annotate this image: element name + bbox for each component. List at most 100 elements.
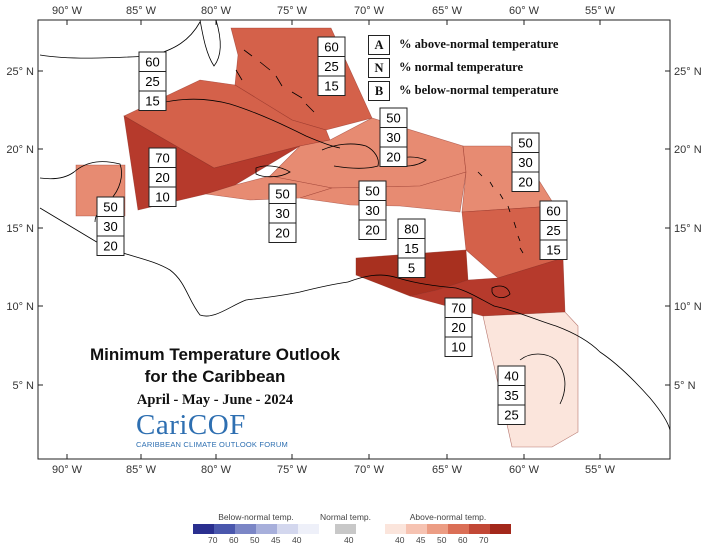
probability-box-cuba-nw: 60 25 15 <box>138 51 167 111</box>
hispaniola-coast <box>321 143 379 169</box>
probability-value: 20 <box>103 239 117 254</box>
probability-value: 50 <box>103 200 117 215</box>
colorbar-swatch <box>427 524 448 534</box>
colorbar-normal-ticks: 40 <box>320 534 371 545</box>
colorbar-above-ticks: 40 45 50 60 70 <box>385 534 511 545</box>
lat-label-left: 20° N <box>6 144 34 156</box>
lon-label-bottom: 70° W <box>354 464 385 476</box>
probability-value: 15 <box>145 94 159 109</box>
lon-label-top: 65° W <box>432 5 463 17</box>
colorbar-tick: 40 <box>344 535 354 545</box>
probability-box-caribbean-sea: 50 30 20 <box>358 180 387 240</box>
colorbar-swatch <box>256 524 277 534</box>
jamaica-coast <box>255 165 291 178</box>
lon-label-top: 80° W <box>201 5 232 17</box>
probability-cell <box>268 222 297 243</box>
colorbar-normal-swatches <box>320 524 371 534</box>
title-season: April - May - June - 2024 <box>136 392 294 408</box>
probability-value: 15 <box>546 243 560 258</box>
probability-value: 35 <box>504 388 518 403</box>
legend-text: % normal temperature <box>399 60 524 74</box>
probability-value: 25 <box>546 223 560 238</box>
lat-label-left: 15° N <box>6 223 34 235</box>
probability-value: 30 <box>365 203 379 218</box>
probability-value: 60 <box>546 204 560 219</box>
probability-cell <box>379 146 408 167</box>
probability-value: 20 <box>518 175 532 190</box>
lon-label-bottom: 65° W <box>432 464 463 476</box>
probability-value: 10 <box>155 190 169 205</box>
colorbar-tick: 45 <box>416 535 426 545</box>
bahamas-islands <box>235 49 315 113</box>
lon-label-top: 55° W <box>585 5 616 17</box>
legend-key: A % above-normal temperature N % normal … <box>368 33 558 102</box>
colorbar-below-ticks: 70 60 50 45 40 <box>193 534 319 545</box>
colorbar-swatch <box>335 524 356 534</box>
trinidad-coast <box>491 285 511 298</box>
lon-label-bottom: 55° W <box>585 464 616 476</box>
probability-value: 5 <box>408 261 415 276</box>
probability-box-belize: 50 30 20 <box>96 196 125 256</box>
lat-label-left: 25° N <box>6 66 34 78</box>
probability-box-lesser-antilles-north: 50 30 20 <box>511 132 540 192</box>
lat-label-left: 10° N <box>6 301 34 313</box>
lon-label-top: 70° W <box>354 5 385 17</box>
probability-value: 30 <box>518 155 532 170</box>
lon-label-bottom: 75° W <box>277 464 308 476</box>
probability-value: 60 <box>145 55 159 70</box>
lon-label-top: 85° W <box>126 5 157 17</box>
lon-label-top: 60° W <box>509 5 540 17</box>
colorbar-swatch <box>298 524 319 534</box>
legend-row-below: B % below-normal temperature <box>368 79 558 102</box>
lat-label-left: 5° N <box>12 380 34 392</box>
probability-value: 20 <box>451 320 465 335</box>
colorbar-above-swatches <box>385 524 511 534</box>
probability-value: 30 <box>386 130 400 145</box>
colorbar-normal: Normal temp. 40 <box>320 512 372 545</box>
lon-label-bottom: 90° W <box>52 464 83 476</box>
probability-cell <box>539 239 568 260</box>
probability-box-cayman-jamaica: 70 20 10 <box>148 147 177 207</box>
colorbar-swatch <box>490 524 511 534</box>
lat-label-right: 20° N <box>674 144 702 156</box>
colorbar-tick: 50 <box>437 535 447 545</box>
title-line-2: for the Caribbean <box>144 367 286 386</box>
graticule-ticks: 90° W 90° W 85° W 85° W 80° W 80° W 75° W 75° W… <box>6 5 701 476</box>
probability-value: 60 <box>324 40 338 55</box>
colorbar-normal-caption: Normal temp. <box>320 512 372 522</box>
probability-value: 20 <box>365 223 379 238</box>
colorbar-swatch <box>214 524 235 534</box>
caricof-logo: CariCOF CARIBBEAN CLIMATE OUTLOOK FORUM <box>136 410 306 449</box>
colorbar-tick: 40 <box>395 535 405 545</box>
probability-cell <box>497 404 526 425</box>
colorbar-swatch <box>385 524 406 534</box>
lat-label-right: 10° N <box>674 301 702 313</box>
probability-value: 50 <box>365 184 379 199</box>
probability-value: 80 <box>404 222 418 237</box>
colorbar-tick: 50 <box>250 535 260 545</box>
lat-label-right: 15° N <box>674 223 702 235</box>
colorbar-tick: 40 <box>292 535 302 545</box>
probability-value: 20 <box>155 170 169 185</box>
probability-cell <box>444 336 473 357</box>
probability-box-hispaniola: 50 30 20 <box>379 107 408 167</box>
legend-letter: B <box>368 80 390 101</box>
guyana-border <box>519 353 566 405</box>
lon-label-bottom: 85° W <box>126 464 157 476</box>
colorbar-swatch <box>277 524 298 534</box>
probability-cell <box>148 186 177 207</box>
south-america-north-coast <box>347 274 671 431</box>
probability-value: 20 <box>275 226 289 241</box>
title-line-1: Minimum Temperature Outlook <box>90 345 340 364</box>
probability-value: 50 <box>518 136 532 151</box>
probability-value: 30 <box>103 219 117 234</box>
colorbar-tick: 60 <box>458 535 468 545</box>
colorbar-above-caption: Above-normal temp. <box>409 512 487 522</box>
colorbar-tick: 70 <box>479 535 489 545</box>
probability-box-jamaica-south: 50 30 20 <box>268 183 297 243</box>
probability-cell <box>317 75 346 96</box>
colorbar-tick: 70 <box>208 535 218 545</box>
lesser-antilles-islands <box>477 171 524 254</box>
probability-value: 30 <box>275 206 289 221</box>
probability-value: 25 <box>145 74 159 89</box>
